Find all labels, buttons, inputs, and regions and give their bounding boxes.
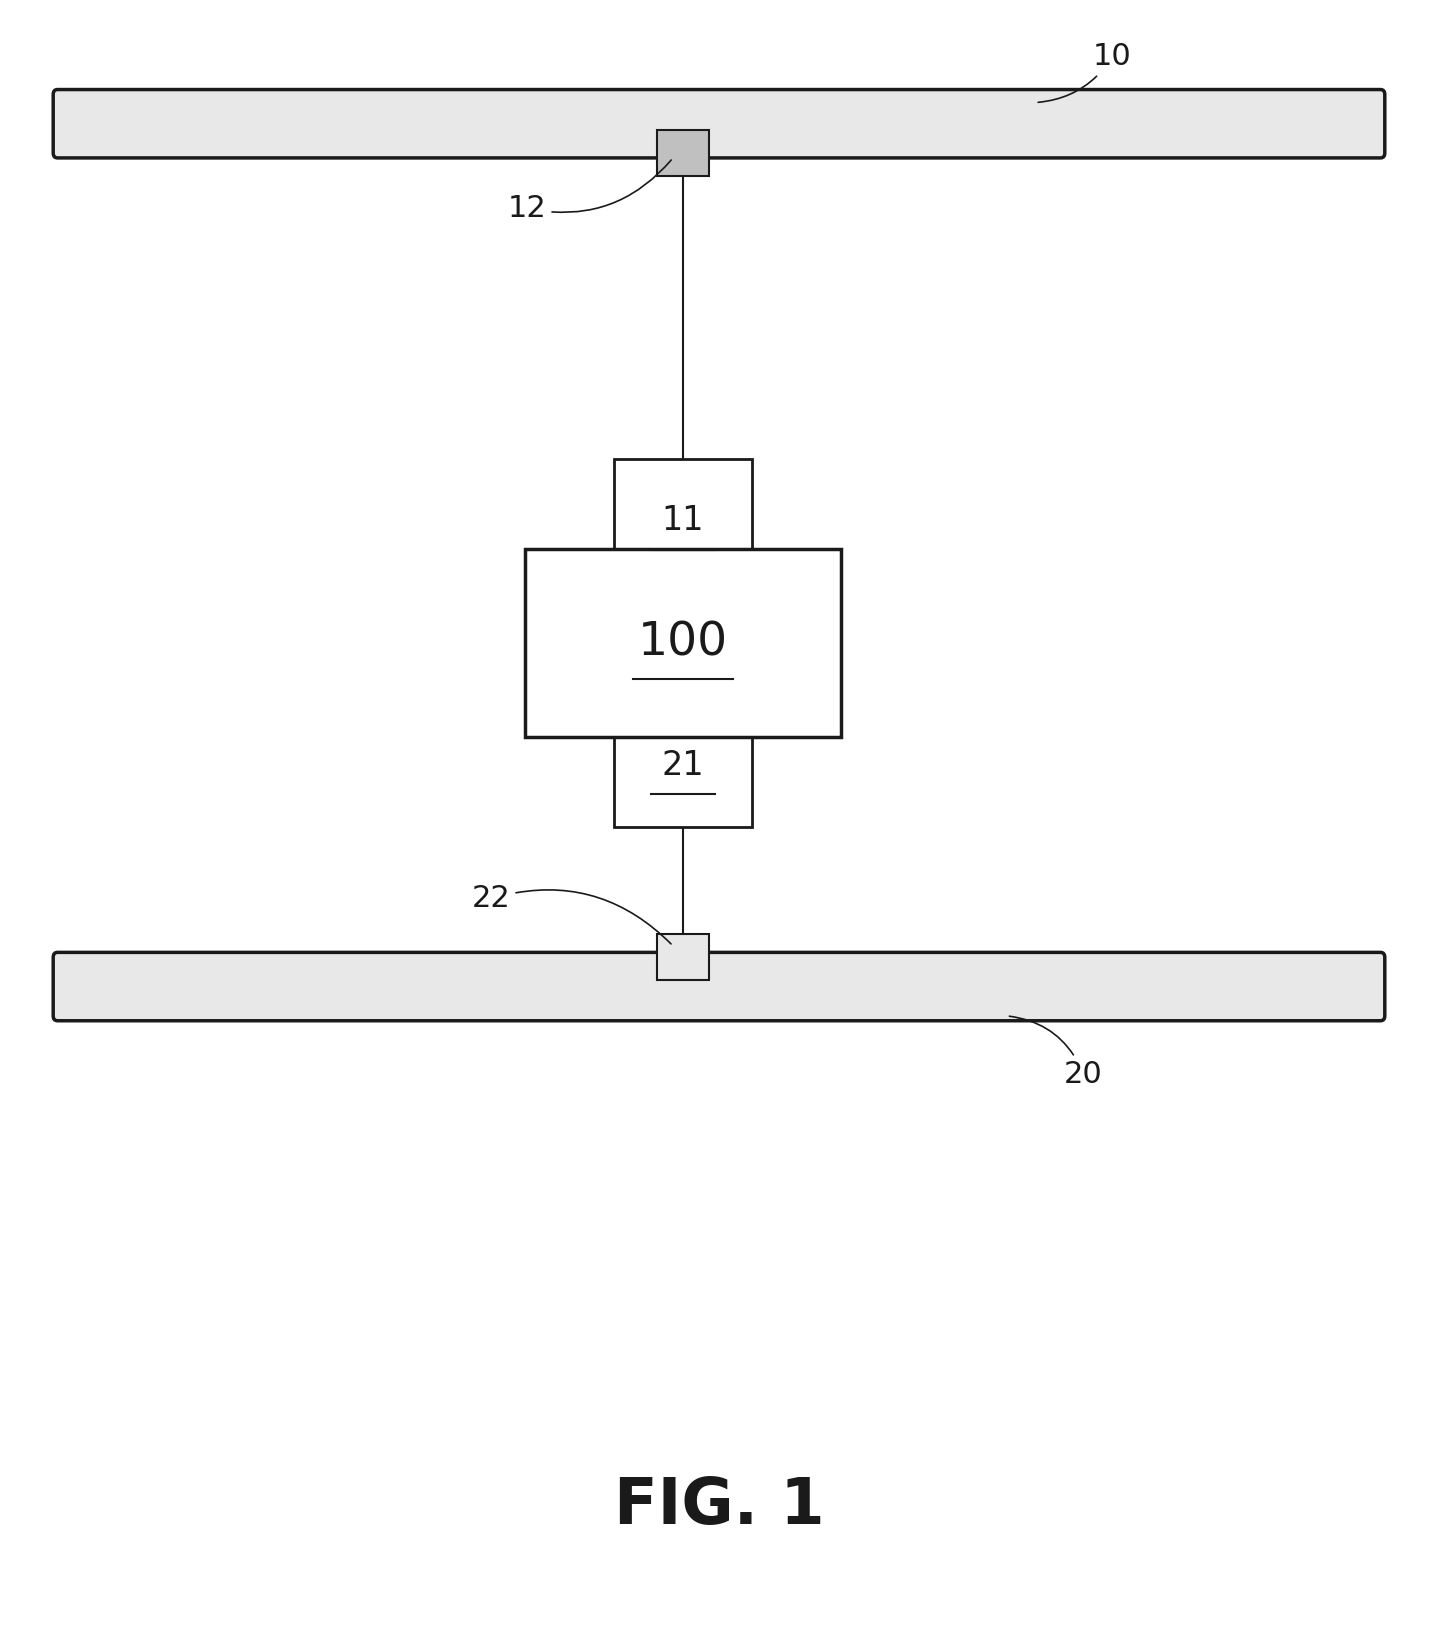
Bar [657,934,709,980]
Bar [614,703,752,827]
FancyBboxPatch shape [53,952,1385,1021]
Bar [657,130,709,176]
FancyBboxPatch shape [53,90,1385,158]
Text: 12: 12 [508,160,672,223]
Text: 22: 22 [472,884,672,944]
Text: 10: 10 [1038,42,1132,103]
Text: 11: 11 [661,505,705,537]
Bar [525,549,841,737]
Bar [614,459,752,583]
Text: FIG. 1: FIG. 1 [614,1475,824,1537]
Text: 21: 21 [661,749,705,781]
Text: 100: 100 [638,620,728,666]
Text: 20: 20 [1009,1016,1103,1089]
